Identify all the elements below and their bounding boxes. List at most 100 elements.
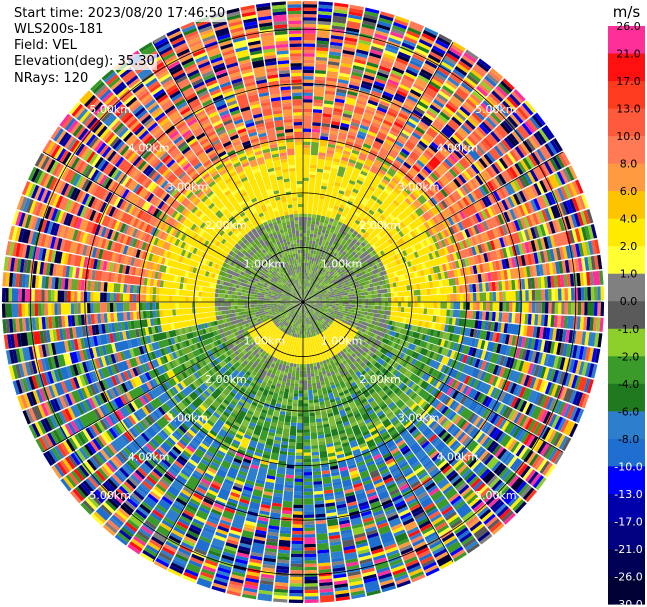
ray-sector	[107, 150, 117, 162]
ray-sector	[234, 558, 248, 565]
ray-sector	[521, 348, 528, 361]
ray-sector	[319, 139, 328, 147]
ray-sector	[94, 352, 123, 369]
ray-sector	[271, 388, 290, 454]
ray-sector	[472, 302, 477, 311]
ray-sector	[205, 446, 228, 477]
ray-sector	[496, 464, 507, 477]
ray-sector	[193, 51, 219, 90]
ray-sector	[398, 382, 512, 481]
ray-sector	[314, 313, 396, 399]
ray-sector	[305, 257, 382, 301]
ray-sector	[235, 304, 302, 390]
ray-sector	[337, 460, 381, 593]
ray-sector	[329, 51, 342, 57]
colorbar-segment	[608, 136, 645, 165]
ray-sector	[223, 332, 285, 430]
ray-sector	[240, 158, 268, 213]
ray-sector	[256, 5, 273, 28]
ray-sector	[410, 535, 424, 544]
ray-sector	[329, 537, 345, 566]
ray-sector	[304, 570, 318, 574]
ray-sector	[289, 36, 302, 41]
ray-sector	[461, 450, 471, 461]
ray-sector	[100, 457, 121, 478]
ray-sector	[490, 131, 501, 143]
ray-sector	[439, 252, 458, 264]
ray-sector	[297, 311, 303, 420]
ray-sector	[492, 286, 601, 302]
ray-sector	[303, 305, 322, 390]
ray-sector	[141, 480, 153, 491]
ray-sector	[262, 45, 275, 50]
ray-sector	[309, 241, 361, 296]
ray-sector	[21, 274, 27, 288]
colorbar-tick-label: 26.0	[616, 20, 641, 33]
range-ring-label: 3.00km	[398, 180, 440, 193]
ray-sector	[154, 37, 168, 47]
ray-sector	[446, 398, 454, 408]
ray-sector	[42, 326, 87, 343]
ray-sector	[171, 210, 296, 297]
ray-sector	[146, 311, 216, 327]
ray-sector	[390, 306, 447, 317]
ray-sector	[235, 304, 291, 320]
ray-sector	[252, 311, 300, 439]
ray-sector	[312, 242, 372, 294]
ray-sector	[105, 388, 222, 512]
ray-sector	[314, 317, 394, 419]
ray-sector	[224, 507, 236, 514]
ray-sector	[170, 66, 198, 104]
ray-sector	[331, 308, 444, 339]
ray-sector	[287, 4, 302, 8]
ray-sector	[314, 306, 438, 360]
ray-sector	[15, 361, 35, 379]
ray-sector	[512, 442, 556, 478]
ray-sector	[371, 337, 376, 343]
ray-sector	[305, 261, 384, 301]
ray-sector	[563, 420, 576, 436]
ray-sector	[293, 337, 300, 364]
ray-sector	[163, 493, 175, 503]
ray-sector	[433, 548, 447, 558]
ray-sector	[323, 423, 332, 438]
ray-sector	[407, 227, 422, 240]
ray-sector	[304, 520, 315, 525]
ray-sector	[430, 141, 441, 151]
ray-sector	[409, 266, 528, 291]
ray-sector	[471, 347, 477, 357]
ray-sector	[23, 259, 29, 273]
ray-sector	[314, 40, 329, 75]
ray-sector	[91, 138, 189, 216]
ray-sector	[218, 181, 255, 231]
ray-sector	[338, 307, 384, 319]
ray-sector	[22, 329, 204, 393]
ray-sector	[458, 318, 466, 327]
ray-sector	[458, 210, 466, 220]
ray-sector	[244, 167, 271, 222]
ray-sector	[452, 309, 581, 330]
ray-sector	[394, 292, 480, 302]
ray-sector	[46, 321, 129, 343]
ray-sector	[195, 177, 301, 300]
ray-sector	[367, 99, 379, 107]
ray-sector	[131, 58, 212, 167]
ray-sector	[390, 54, 475, 172]
ray-sector	[239, 539, 252, 546]
ray-sector	[240, 464, 250, 471]
ray-sector	[24, 302, 140, 317]
ray-sector	[517, 161, 527, 174]
ray-sector	[158, 552, 173, 562]
ray-sector	[69, 172, 79, 185]
ray-sector	[150, 536, 164, 546]
ray-sector	[484, 161, 554, 206]
ray-sector	[70, 278, 258, 300]
ray-sector	[67, 327, 147, 352]
ray-sector	[459, 353, 537, 389]
ray-sector	[303, 215, 326, 299]
ray-sector	[84, 460, 95, 473]
ray-sector	[308, 305, 378, 354]
ray-sector	[293, 240, 303, 299]
colorbar-tick-label: 13.0	[616, 103, 641, 116]
ray-sector	[309, 302, 388, 311]
